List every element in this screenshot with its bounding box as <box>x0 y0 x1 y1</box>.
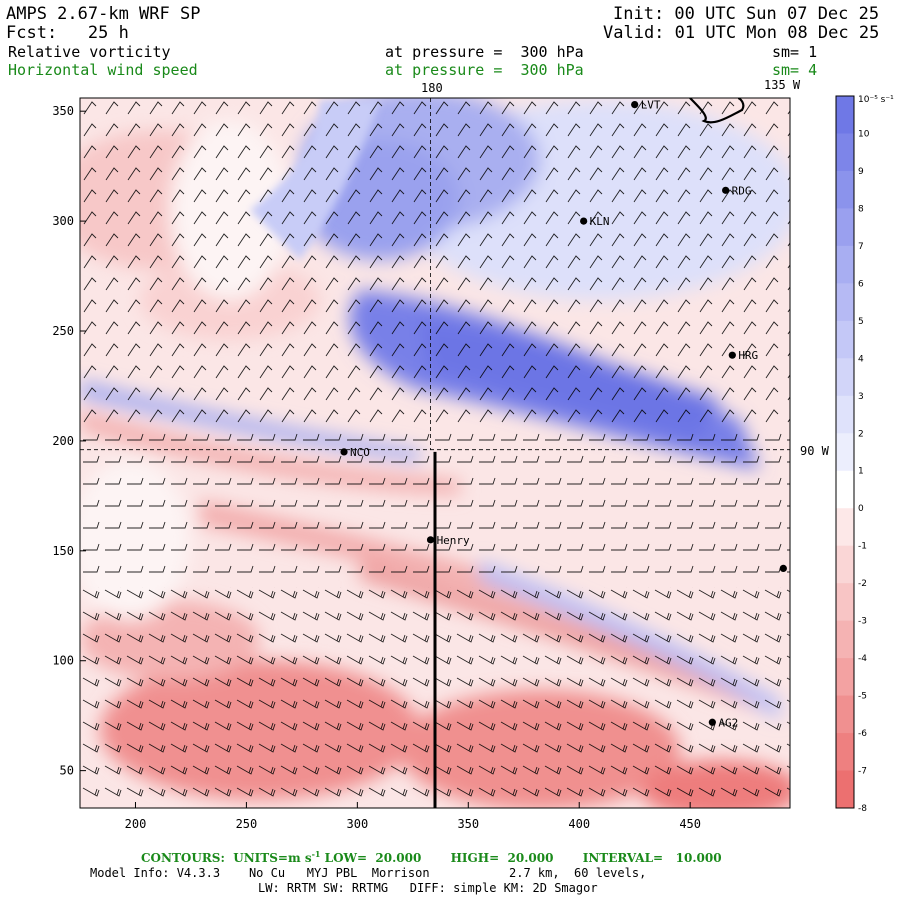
colorbar-swatch <box>836 395 854 434</box>
colorbar-label: -4 <box>858 654 867 664</box>
x-tick-label: 400 <box>568 817 590 831</box>
contours-info: CONTOURS: UNITS=m s-1 LOW= 20.000 HIGH= … <box>141 849 722 865</box>
colorbar-label: -3 <box>858 617 867 627</box>
colorbar-label: 2 <box>858 429 864 439</box>
colorbar-label: -5 <box>858 692 867 702</box>
colorbar-label: 0 <box>858 504 864 514</box>
station-label: KLN <box>590 215 610 228</box>
axis-ticks: 200 250 300 350 400 450 50 100 150 200 250 300 350 <box>52 104 701 831</box>
colorbar-swatch <box>836 545 854 584</box>
colorbar-swatch <box>836 320 854 359</box>
colorbar-frame <box>835 95 855 809</box>
station-marker <box>779 564 787 573</box>
station-marker <box>631 100 639 109</box>
field2-name: Horizontal wind speed <box>8 61 198 79</box>
colorbar-label: -6 <box>858 729 867 739</box>
station-label: NCO <box>350 446 370 459</box>
model-info-physics: LW: RRTM SW: RRTMG DIFF: simple KM: 2D S… <box>258 881 598 895</box>
colorbar-swatch <box>836 470 854 509</box>
station-marker <box>728 351 736 359</box>
colorbar-swatch <box>836 733 854 772</box>
station-label: RDG <box>732 184 752 197</box>
colorbar-label: -1 <box>858 542 867 552</box>
colorbar-swatch <box>836 133 854 172</box>
colorbar-label: -2 <box>858 579 867 589</box>
station-marker <box>580 217 588 225</box>
colorbar-swatch <box>836 508 854 547</box>
colorbar-label: 3 <box>858 392 864 402</box>
colorbar-swatch <box>836 96 854 134</box>
colorbar-swatch <box>836 433 854 472</box>
station-marker <box>426 536 435 544</box>
y-tick-label: 250 <box>52 324 74 338</box>
field1-level: at pressure = 300 hPa <box>385 43 584 61</box>
label-180: 180 <box>421 81 443 95</box>
colorbar-label: 6 <box>858 279 864 289</box>
field2-smoothing: sm= 4 <box>772 61 818 79</box>
colorbar-swatch <box>836 208 854 247</box>
x-tick-label: 300 <box>347 817 369 831</box>
colorbar-label: 9 <box>858 167 864 177</box>
colorbar-label: 7 <box>858 242 864 252</box>
colorbar-label: 4 <box>858 354 864 364</box>
colorbar-label: 1 <box>858 467 864 477</box>
colorbar-swatch <box>836 170 854 209</box>
shaded-field <box>80 98 790 808</box>
y-tick-label: 150 <box>52 544 74 558</box>
valid-time: Valid: 01 UTC Mon 08 Dec 25 <box>603 23 880 43</box>
colorbar-label: 8 <box>858 204 864 214</box>
colorbar-swatch <box>836 770 854 809</box>
colorbar-swatch <box>836 620 854 659</box>
product-title: AMPS 2.67-km WRF SP <box>6 4 201 24</box>
station-label: Henry <box>437 534 470 547</box>
stations-layer: LVT RDG KLN HRG NCO Henry AG2 <box>340 99 787 729</box>
colorbar-swatch <box>836 245 854 284</box>
colorbar-swatch <box>836 583 854 622</box>
y-tick-label: 300 <box>52 214 74 228</box>
y-tick-label: 200 <box>52 434 74 448</box>
field1-smoothing: sm= 1 <box>772 43 818 61</box>
station-label: AG2 <box>718 716 738 729</box>
field2-level: at pressure = 300 hPa <box>385 61 584 79</box>
label-90w: 90 W <box>800 444 830 458</box>
station-label: HRG <box>738 349 758 362</box>
colorbar-label: -8 <box>858 804 867 814</box>
x-tick-label: 200 <box>125 817 147 831</box>
colorbar-swatch <box>836 358 854 397</box>
station-label: LVT <box>641 99 661 112</box>
colorbar-label: -7 <box>858 767 867 777</box>
station-marker <box>340 448 348 456</box>
forecast-hour: Fcst: 25 h <box>6 23 129 43</box>
x-tick-label: 250 <box>236 817 258 831</box>
colorbar-label: 10 <box>858 129 870 139</box>
label-135w: 135 W <box>764 78 801 92</box>
station-marker <box>722 186 730 194</box>
x-tick-label: 450 <box>679 817 701 831</box>
y-tick-label: 50 <box>60 764 74 778</box>
y-tick-label: 350 <box>52 104 74 118</box>
field1-name: Relative vorticity <box>8 43 171 61</box>
model-info: Model Info: V4.3.3 No Cu MYJ PBL Morriso… <box>90 866 647 880</box>
x-tick-label: 350 <box>457 817 479 831</box>
init-time: Init: 00 UTC Sun 07 Dec 25 <box>613 4 880 24</box>
station-marker <box>708 718 716 726</box>
y-tick-label: 100 <box>52 654 74 668</box>
colorbar-swatch <box>836 695 854 734</box>
colorbar-swatch <box>836 658 854 697</box>
colorbar-swatch <box>836 283 854 322</box>
colorbar-label: 5 <box>858 317 864 327</box>
colorbar-unit: 10⁻⁵ s⁻¹ <box>858 95 894 105</box>
